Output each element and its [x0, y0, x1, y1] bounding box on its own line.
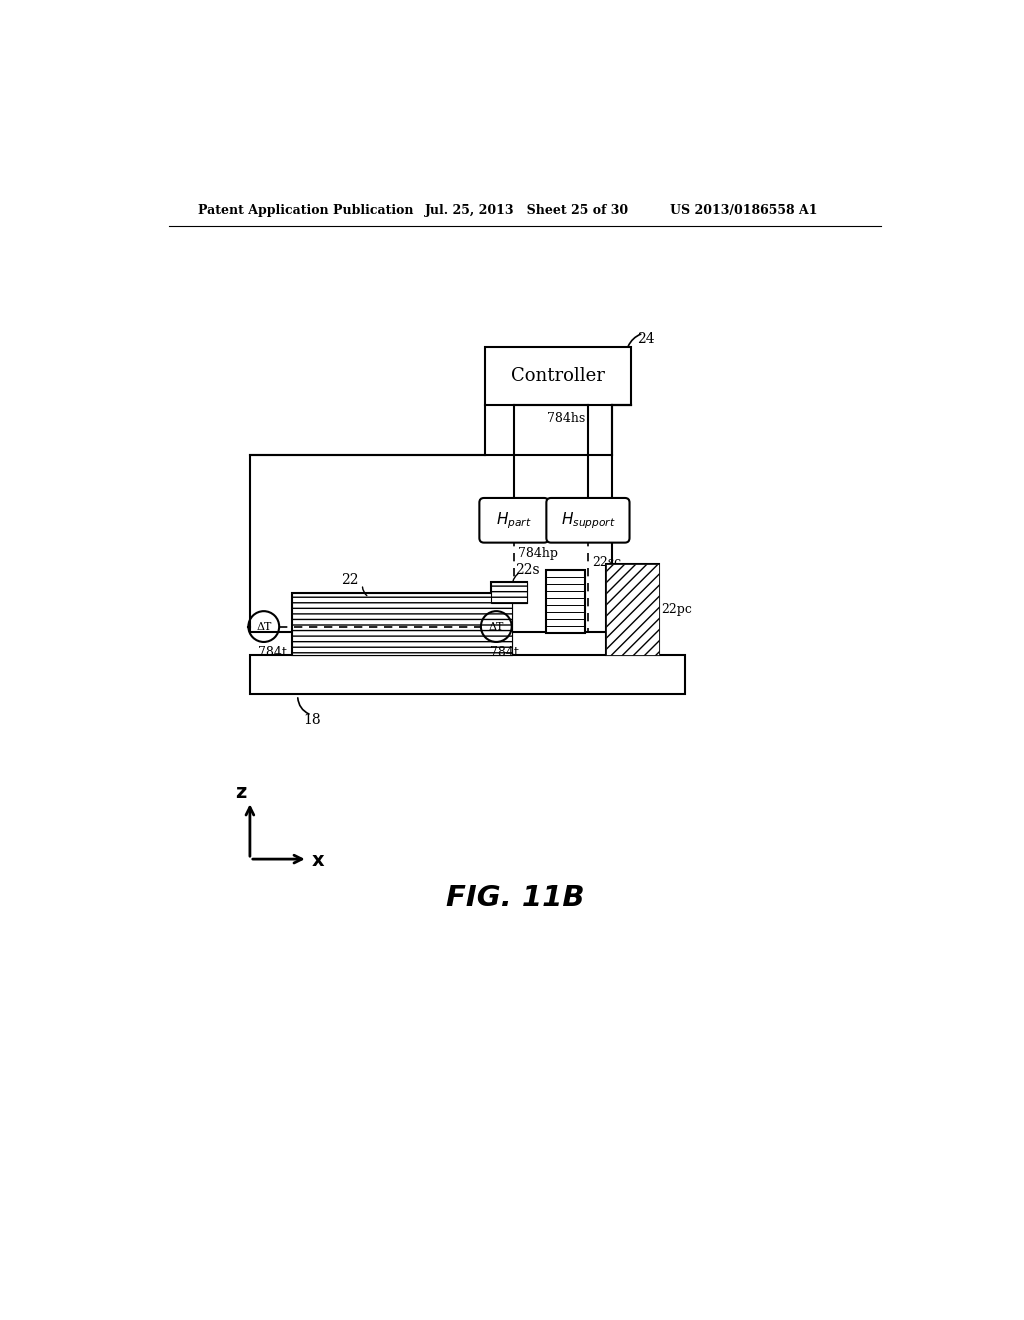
Text: Jul. 25, 2013   Sheet 25 of 30: Jul. 25, 2013 Sheet 25 of 30 — [425, 205, 629, 218]
Text: FIG. 11B: FIG. 11B — [446, 883, 585, 912]
Text: Controller: Controller — [511, 367, 605, 385]
FancyBboxPatch shape — [547, 498, 630, 543]
Bar — [484, 347, 631, 405]
Text: 24: 24 — [637, 333, 654, 346]
Bar — [250, 655, 685, 693]
Bar — [292, 594, 512, 655]
Bar — [606, 564, 658, 655]
Text: x: x — [312, 851, 325, 870]
Text: 18: 18 — [304, 714, 322, 727]
Bar — [250, 455, 611, 632]
Text: 22sc: 22sc — [592, 556, 621, 569]
Text: $H_{part}$: $H_{part}$ — [497, 510, 531, 531]
Bar — [292, 594, 512, 655]
Bar — [547, 570, 585, 634]
Text: $H_{support}$: $H_{support}$ — [560, 510, 615, 531]
Bar — [490, 582, 527, 603]
Text: Patent Application Publication: Patent Application Publication — [199, 205, 414, 218]
Text: 22s: 22s — [515, 564, 540, 577]
Text: 784hp: 784hp — [518, 546, 558, 560]
Bar — [606, 564, 658, 655]
Text: US 2013/0186558 A1: US 2013/0186558 A1 — [670, 205, 817, 218]
Text: 22: 22 — [341, 573, 358, 586]
Text: z: z — [236, 783, 247, 801]
Text: ΔT: ΔT — [256, 622, 271, 631]
Text: 22pc: 22pc — [662, 603, 692, 616]
FancyBboxPatch shape — [479, 498, 549, 543]
Text: 784t: 784t — [490, 647, 519, 659]
Bar — [490, 582, 527, 603]
Text: 784t: 784t — [258, 647, 287, 659]
Text: ΔT: ΔT — [488, 622, 504, 631]
Text: 784hs: 784hs — [547, 412, 586, 425]
